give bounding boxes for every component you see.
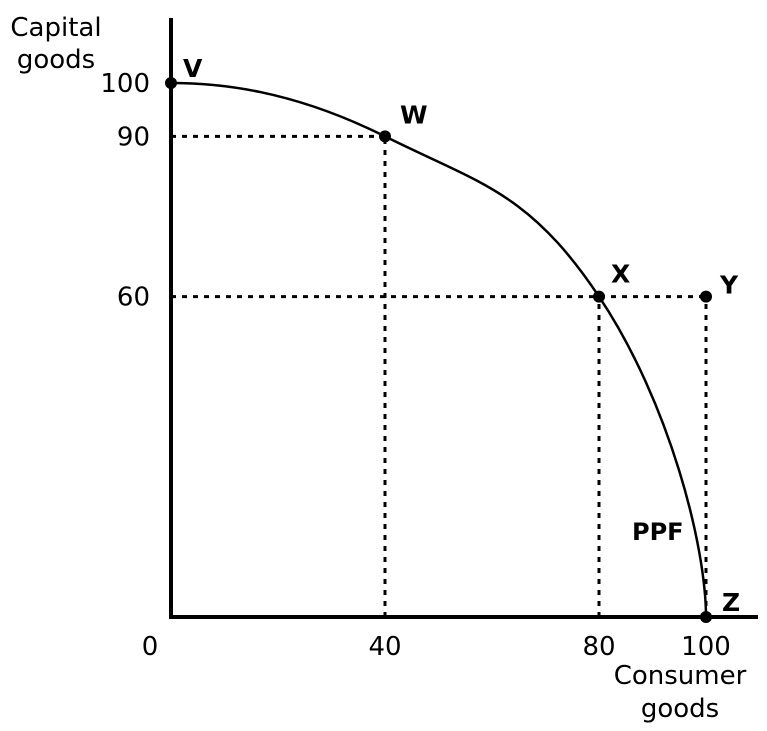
- point-label-v: V: [183, 54, 203, 83]
- x-tick-label: 80: [582, 632, 615, 662]
- x-tick-label: 40: [368, 632, 401, 662]
- data-points: [165, 77, 712, 623]
- ppf-curve-group: [170, 81, 708, 618]
- point-label-y: Y: [719, 271, 739, 300]
- ppf-curve: [170, 81, 708, 618]
- x-tick-label: 100: [681, 632, 731, 662]
- point-z: [700, 611, 712, 623]
- x-tick-label: 0: [142, 632, 159, 662]
- y-axis-title-line: Capital: [10, 13, 101, 43]
- x-axis-title-line: Consumer: [614, 661, 747, 691]
- x-axis-title: Consumer goods: [614, 661, 747, 724]
- point-label-z: Z: [722, 588, 740, 617]
- guide-lines: [171, 134, 708, 617]
- y-tick-label: 100: [100, 69, 150, 99]
- y-tick-label: 60: [117, 283, 150, 313]
- point-w: [379, 130, 391, 143]
- x-axis-title-line: goods: [641, 694, 719, 724]
- y-axis-title: Capital goods: [10, 13, 101, 75]
- point-y: [700, 290, 712, 303]
- axes: [169, 18, 758, 619]
- point-v: [165, 77, 177, 89]
- ppf-label: PPF: [632, 518, 684, 546]
- point-label-x: X: [611, 260, 630, 289]
- y-axis-title-line: goods: [17, 45, 95, 75]
- point-label-w: W: [400, 100, 428, 129]
- y-tick-label: 90: [117, 122, 150, 152]
- point-x: [593, 290, 605, 303]
